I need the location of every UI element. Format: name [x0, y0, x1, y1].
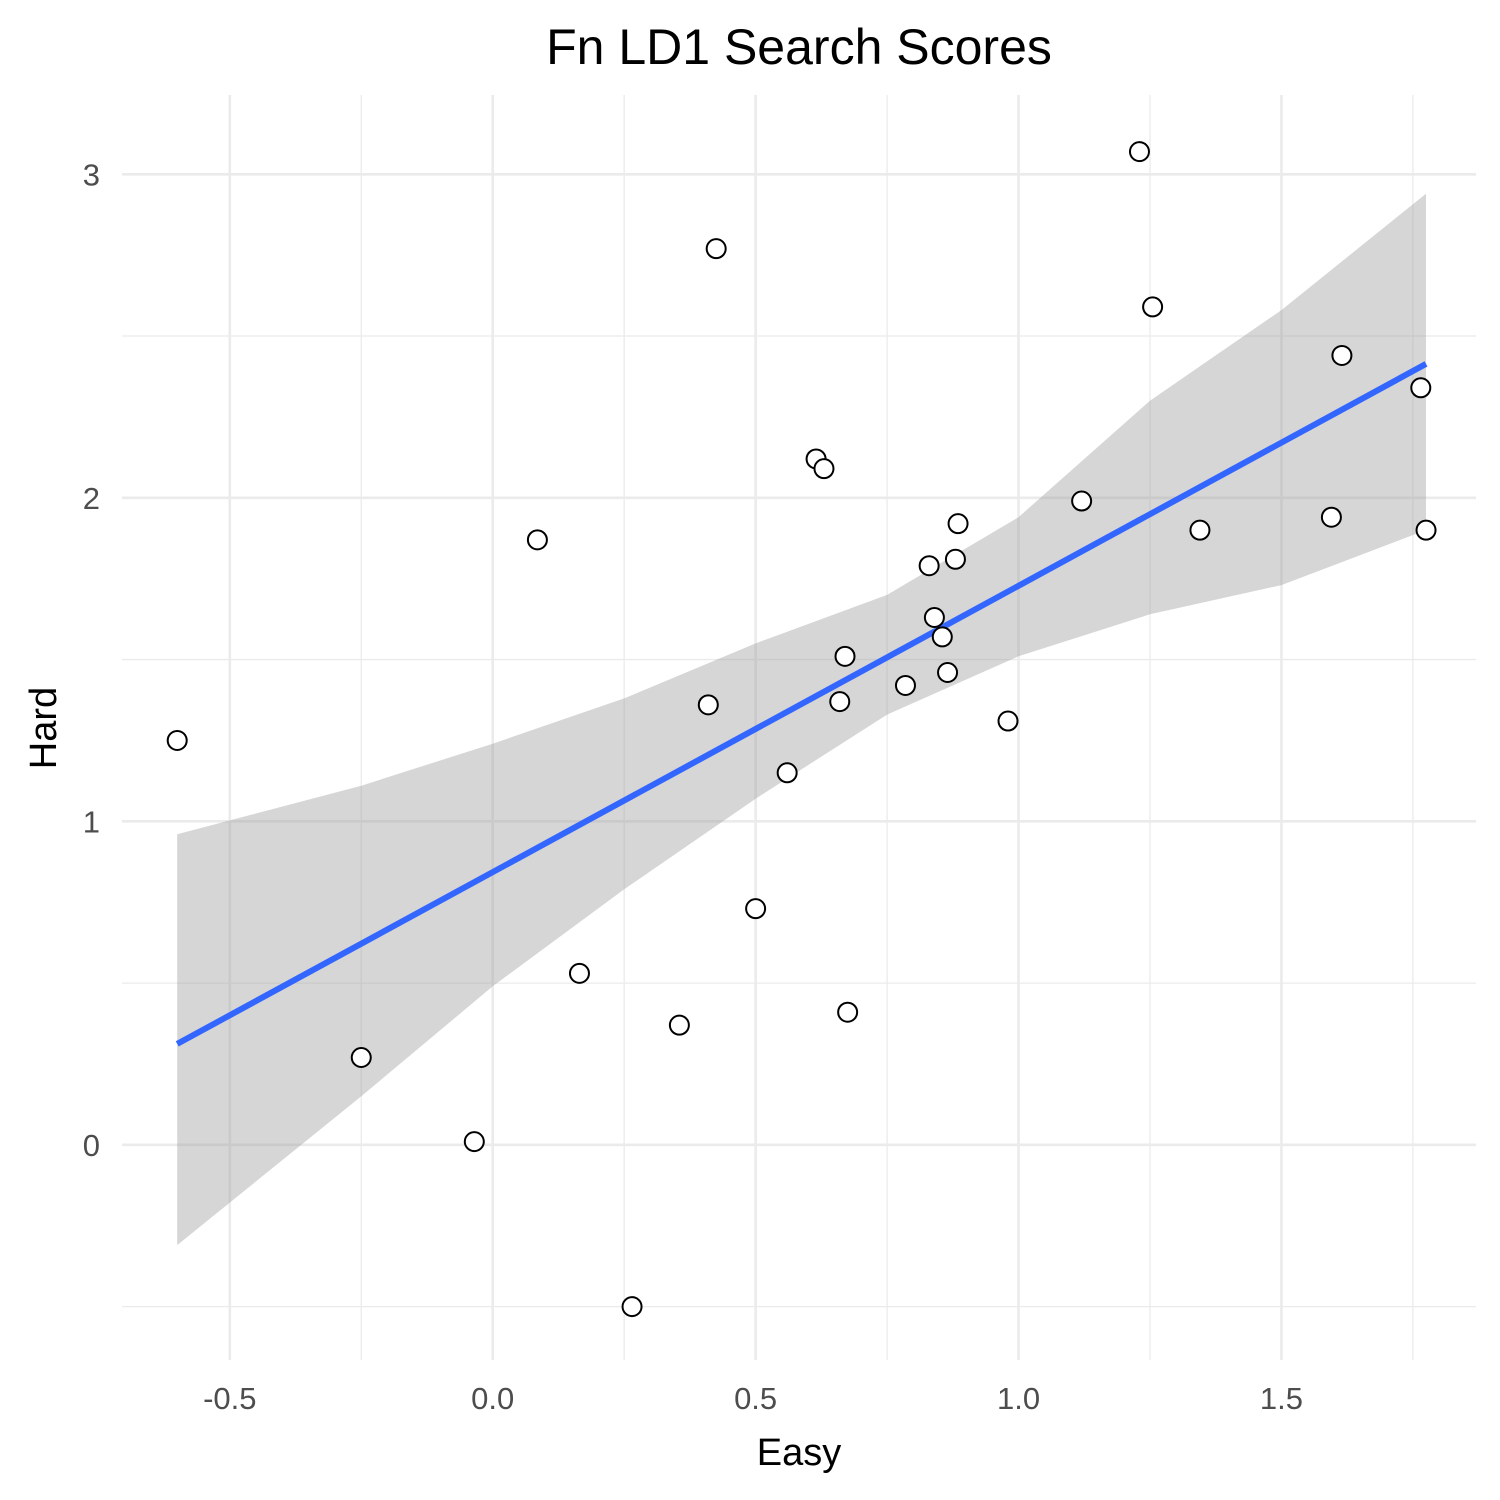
x-axis-ticks: -0.5 0.0 0.5 1.0 1.5 — [203, 1381, 1303, 1416]
data-point — [1142, 296, 1164, 318]
data-point — [829, 691, 851, 713]
data-point — [776, 762, 798, 784]
data-point — [837, 1001, 859, 1023]
data-point — [166, 729, 188, 751]
x-tick-label: -0.5 — [203, 1381, 256, 1416]
data-point — [568, 962, 590, 984]
y-tick-label: 3 — [83, 157, 100, 192]
data-point — [1071, 490, 1093, 512]
data-point — [937, 662, 959, 683]
data-point — [350, 1047, 372, 1068]
y-tick-label: 2 — [83, 481, 100, 516]
data-point — [668, 1014, 690, 1036]
data-point — [705, 238, 727, 260]
data-point — [1415, 519, 1437, 541]
chart-title: Fn LD1 Search Scores — [546, 19, 1052, 75]
x-tick-label: 1.0 — [997, 1381, 1040, 1416]
trend-line — [175, 361, 1428, 1047]
y-axis-title: Hard — [23, 687, 65, 769]
data-point — [834, 645, 856, 667]
data-point — [463, 1131, 485, 1153]
data-point — [947, 513, 969, 535]
y-tick-label: 1 — [83, 804, 100, 839]
y-axis-ticks: 0 1 2 3 — [83, 157, 100, 1163]
data-point — [923, 607, 945, 628]
x-tick-label: 0.0 — [471, 1381, 514, 1416]
data-point — [1189, 519, 1211, 541]
x-tick-label: 1.5 — [1260, 1381, 1303, 1416]
data-point — [997, 710, 1019, 732]
data-point — [621, 1296, 643, 1318]
trend-line-layer — [175, 361, 1428, 1047]
plot-grid — [122, 95, 1476, 1360]
data-points-layer — [166, 141, 1437, 1318]
data-point — [697, 694, 719, 716]
confidence-band-layer — [177, 193, 1427, 1246]
data-point — [1320, 506, 1342, 528]
data-point — [918, 555, 940, 577]
data-point — [944, 548, 966, 570]
data-point — [894, 674, 916, 696]
data-point — [1128, 141, 1150, 163]
confidence-band — [177, 193, 1427, 1246]
data-point — [1331, 344, 1353, 366]
data-point — [526, 529, 548, 551]
data-point — [931, 626, 953, 648]
data-point — [813, 458, 835, 480]
x-axis-title: Easy — [757, 1432, 841, 1474]
data-point — [1410, 377, 1432, 399]
x-tick-label: 0.5 — [734, 1381, 777, 1416]
data-point — [745, 898, 767, 920]
y-tick-label: 0 — [83, 1128, 100, 1163]
